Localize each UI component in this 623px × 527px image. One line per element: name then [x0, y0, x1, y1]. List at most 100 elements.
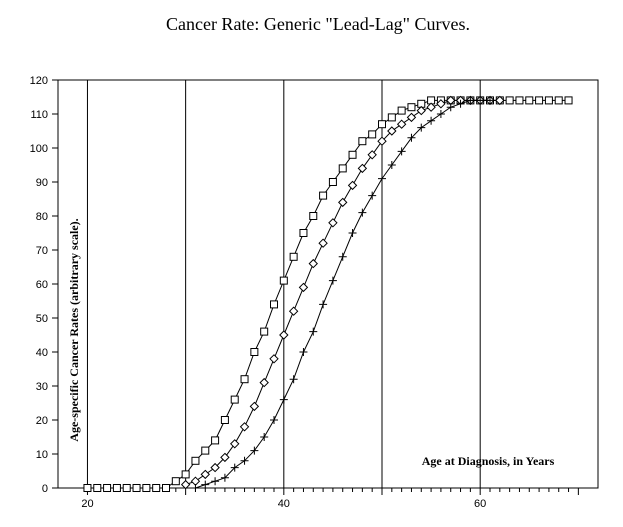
diamond-marker	[269, 354, 279, 364]
diamond-marker	[210, 462, 220, 473]
plus-marker	[417, 123, 426, 132]
x-tick-label: 20	[81, 498, 93, 510]
diamond-marker	[230, 439, 240, 449]
plus-marker	[328, 276, 337, 285]
plus-marker	[456, 99, 465, 108]
diamond-marker	[367, 150, 377, 160]
diamond-marker	[495, 95, 505, 106]
square-marker	[270, 300, 278, 309]
chart-title: Cancer Rate: Generic "Lead-Lag" Curves.	[166, 14, 470, 34]
diamond-marker	[279, 330, 289, 340]
series-layer	[83, 95, 573, 492]
y-tick-label: 40	[36, 347, 48, 359]
plus-marker	[299, 348, 308, 356]
plus-marker	[279, 395, 288, 404]
y-tick-label: 60	[36, 279, 48, 291]
diamond-marker	[396, 119, 407, 129]
series-square	[83, 96, 573, 492]
plus-marker	[260, 433, 269, 441]
plus-marker	[289, 375, 298, 384]
square-marker	[122, 484, 131, 492]
square-marker	[319, 191, 328, 200]
y-tick-label: 10	[36, 449, 48, 461]
diamond-marker	[288, 306, 299, 316]
square-marker	[230, 395, 239, 404]
square-marker	[535, 96, 544, 105]
square-marker	[289, 252, 298, 261]
square-marker	[299, 229, 308, 237]
y-tick-label: 50	[36, 313, 48, 325]
y-tick-label: 80	[36, 211, 48, 223]
plot-area: 0 10 20 30 40 50 60 70 80 90 100 110 120 20 40 60	[30, 75, 599, 510]
square-marker	[279, 276, 288, 285]
y-tick-label: 30	[36, 381, 48, 393]
plus-marker	[250, 446, 259, 455]
square-marker	[387, 113, 396, 122]
plus-marker	[407, 133, 416, 142]
square-marker	[201, 446, 210, 455]
plus-marker	[476, 96, 485, 105]
square-marker	[328, 178, 337, 186]
plus-marker	[270, 416, 278, 424]
square-marker	[348, 150, 357, 159]
square-marker	[211, 436, 220, 445]
diamond-marker	[308, 258, 318, 269]
plus-marker	[319, 300, 328, 309]
square-marker	[378, 120, 386, 129]
series-line-square	[87, 99, 569, 489]
diamond-marker	[387, 126, 397, 136]
square-marker	[132, 484, 141, 492]
plus-marker	[378, 174, 386, 183]
square-marker	[525, 96, 534, 105]
diamond-marker	[338, 197, 348, 208]
square-marker	[171, 477, 180, 486]
square-marker	[368, 130, 377, 139]
plus-marker	[397, 147, 406, 156]
plus-marker	[240, 456, 249, 465]
square-marker	[83, 484, 92, 492]
diamond-marker	[259, 377, 269, 388]
square-marker	[397, 106, 406, 115]
y-tick-label: 90	[36, 177, 48, 189]
diamond-marker	[200, 469, 210, 480]
series-line-diamond	[185, 99, 500, 486]
plus-marker	[201, 480, 210, 489]
square-marker	[309, 212, 318, 220]
plus-marker	[338, 252, 347, 261]
y-tick-label: 110	[30, 109, 48, 121]
diamond-marker	[377, 136, 387, 146]
square-marker	[181, 470, 190, 479]
plus-marker	[220, 473, 229, 482]
diamond-marker	[347, 180, 358, 191]
y-tick-label: 100	[30, 143, 48, 155]
diamond-marker	[318, 238, 328, 248]
diamond-marker	[180, 479, 191, 490]
square-marker	[515, 96, 524, 105]
square-marker	[338, 164, 347, 173]
diamond-marker	[239, 422, 250, 432]
diamond-marker	[220, 452, 230, 463]
square-marker	[564, 96, 573, 105]
square-marker	[554, 96, 563, 105]
square-marker	[240, 375, 249, 384]
square-marker	[220, 416, 229, 424]
square-marker	[358, 137, 367, 146]
square-marker	[260, 327, 269, 336]
plus-marker	[446, 103, 455, 112]
diamond-marker	[357, 163, 368, 174]
y-tick-label: 20	[36, 415, 48, 427]
diamond-marker	[406, 112, 417, 123]
series-line-plus	[195, 99, 490, 489]
plus-marker	[436, 110, 445, 118]
square-marker	[103, 484, 112, 492]
plus-marker	[368, 191, 377, 200]
diamond-marker	[436, 99, 446, 109]
diamond-marker	[328, 218, 338, 228]
series-diamond	[180, 95, 505, 490]
plus-marker	[211, 477, 220, 486]
x-axis-title: Age at Diagnosis, in Years	[422, 454, 555, 468]
plus-marker	[466, 96, 475, 105]
plus-marker	[358, 208, 367, 217]
plus-marker	[191, 484, 200, 492]
